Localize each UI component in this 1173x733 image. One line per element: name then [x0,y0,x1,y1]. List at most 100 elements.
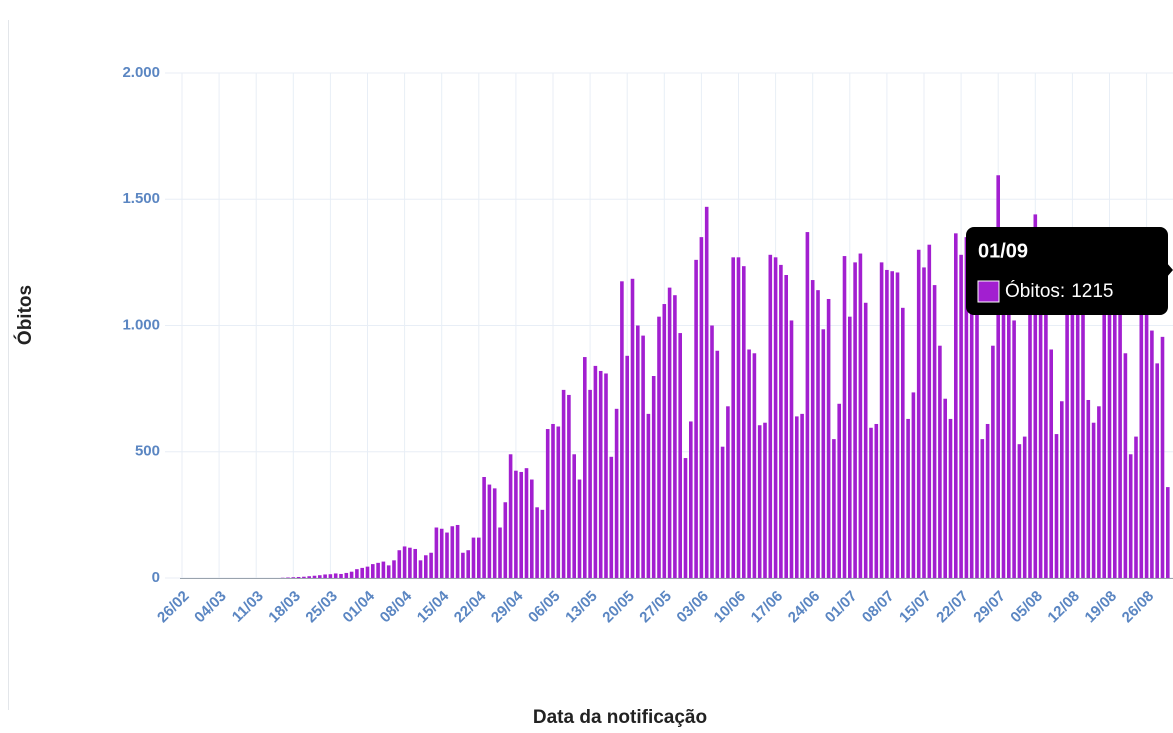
tooltip: 01/09 Óbitos: 1215 [966,227,1173,315]
bar [853,262,857,578]
bar [482,477,486,578]
x-tick-label: 01/07 [822,588,861,627]
bar [439,528,444,578]
bar [540,509,545,578]
x-tick-label: 11/03 [229,588,267,626]
bar [402,546,407,578]
bar [1166,487,1170,578]
tooltip-text: Óbitos: 1215 [1005,280,1113,302]
bar [848,316,852,578]
bar [991,345,995,578]
bar [699,237,704,578]
x-tick-label: 04/03 [191,588,230,627]
bar [1155,363,1159,578]
bar [773,257,778,578]
bar [969,272,974,578]
bar [360,567,364,578]
x-tick-label: 26/02 [154,588,193,627]
bar [583,357,587,578]
bar [667,287,672,578]
bar [1075,275,1080,578]
bar [842,256,847,578]
bar [747,349,751,578]
bar [826,298,831,578]
bar [1017,444,1022,578]
x-tick-label: 29/04 [488,587,527,626]
tooltip-label: Óbitos: [1005,280,1065,302]
tooltip-swatch [977,280,1000,303]
bar [863,302,868,578]
bar [1091,422,1096,578]
bar [906,418,910,578]
bar [593,365,598,578]
bar [381,561,386,578]
bar [1007,300,1011,578]
bar [349,571,354,578]
bar [365,566,370,578]
x-tick-label: 24/06 [785,588,824,627]
bar [392,560,396,578]
bar [678,333,682,578]
bar [625,355,629,578]
bar [636,325,640,578]
bar [890,271,894,578]
x-tick-label: 29/07 [970,588,1009,627]
bar [328,574,333,578]
bar [413,548,417,578]
tooltip-title: 01/09 [978,240,1028,262]
x-tick-label: 08/07 [859,588,898,627]
bar [779,264,783,578]
bar [975,287,979,578]
bar [795,416,799,578]
x-tick-label: 18/03 [265,588,304,627]
bar [492,488,497,578]
bar [927,244,932,578]
x-tick-label: 15/07 [896,588,935,627]
bar [641,335,645,578]
x-tick-label: 05/08 [1007,588,1046,627]
bar [429,552,433,578]
bar [371,564,375,578]
bar [598,370,603,578]
bar [736,257,741,578]
bar [386,565,391,578]
bar [344,572,349,578]
x-tick-label: 13/05 [562,588,601,627]
bar [938,345,942,578]
bar [885,269,889,578]
bar [1118,300,1122,578]
bar [1107,275,1112,578]
bar [1028,280,1032,578]
x-tick-label: 19/08 [1082,588,1121,627]
bar [911,392,916,578]
bar [604,373,608,578]
bar [461,552,465,578]
bar [689,421,693,578]
bar [742,266,746,578]
bar [948,418,953,578]
bar [620,281,624,578]
bar [376,562,380,578]
y-tick-label: 500 [135,443,160,460]
bar [1033,214,1038,578]
bar [757,425,762,578]
bar [869,427,873,578]
tooltip-pointer [1166,262,1173,278]
bar [901,307,905,578]
bar [726,406,730,578]
bar [964,237,969,578]
bar [307,576,311,578]
bar [434,527,439,578]
bar [498,527,502,578]
bar [959,254,963,579]
bar [567,394,571,578]
bar [577,479,582,578]
x-tick-label: 22/07 [933,588,972,627]
bar [657,316,661,578]
bar [291,577,296,578]
bar [943,398,947,578]
bar [1160,336,1165,578]
bar [651,376,656,578]
bar [424,555,428,578]
bar [662,304,667,578]
